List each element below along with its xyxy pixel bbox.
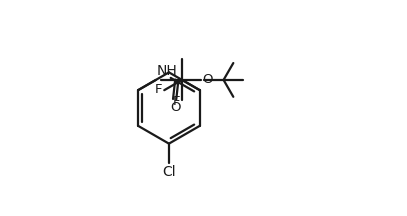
Text: NH: NH xyxy=(157,64,178,78)
Text: O: O xyxy=(170,101,180,114)
Text: F: F xyxy=(155,83,162,96)
Text: Cl: Cl xyxy=(162,165,176,179)
Text: F: F xyxy=(173,95,180,108)
Text: O: O xyxy=(202,73,212,86)
